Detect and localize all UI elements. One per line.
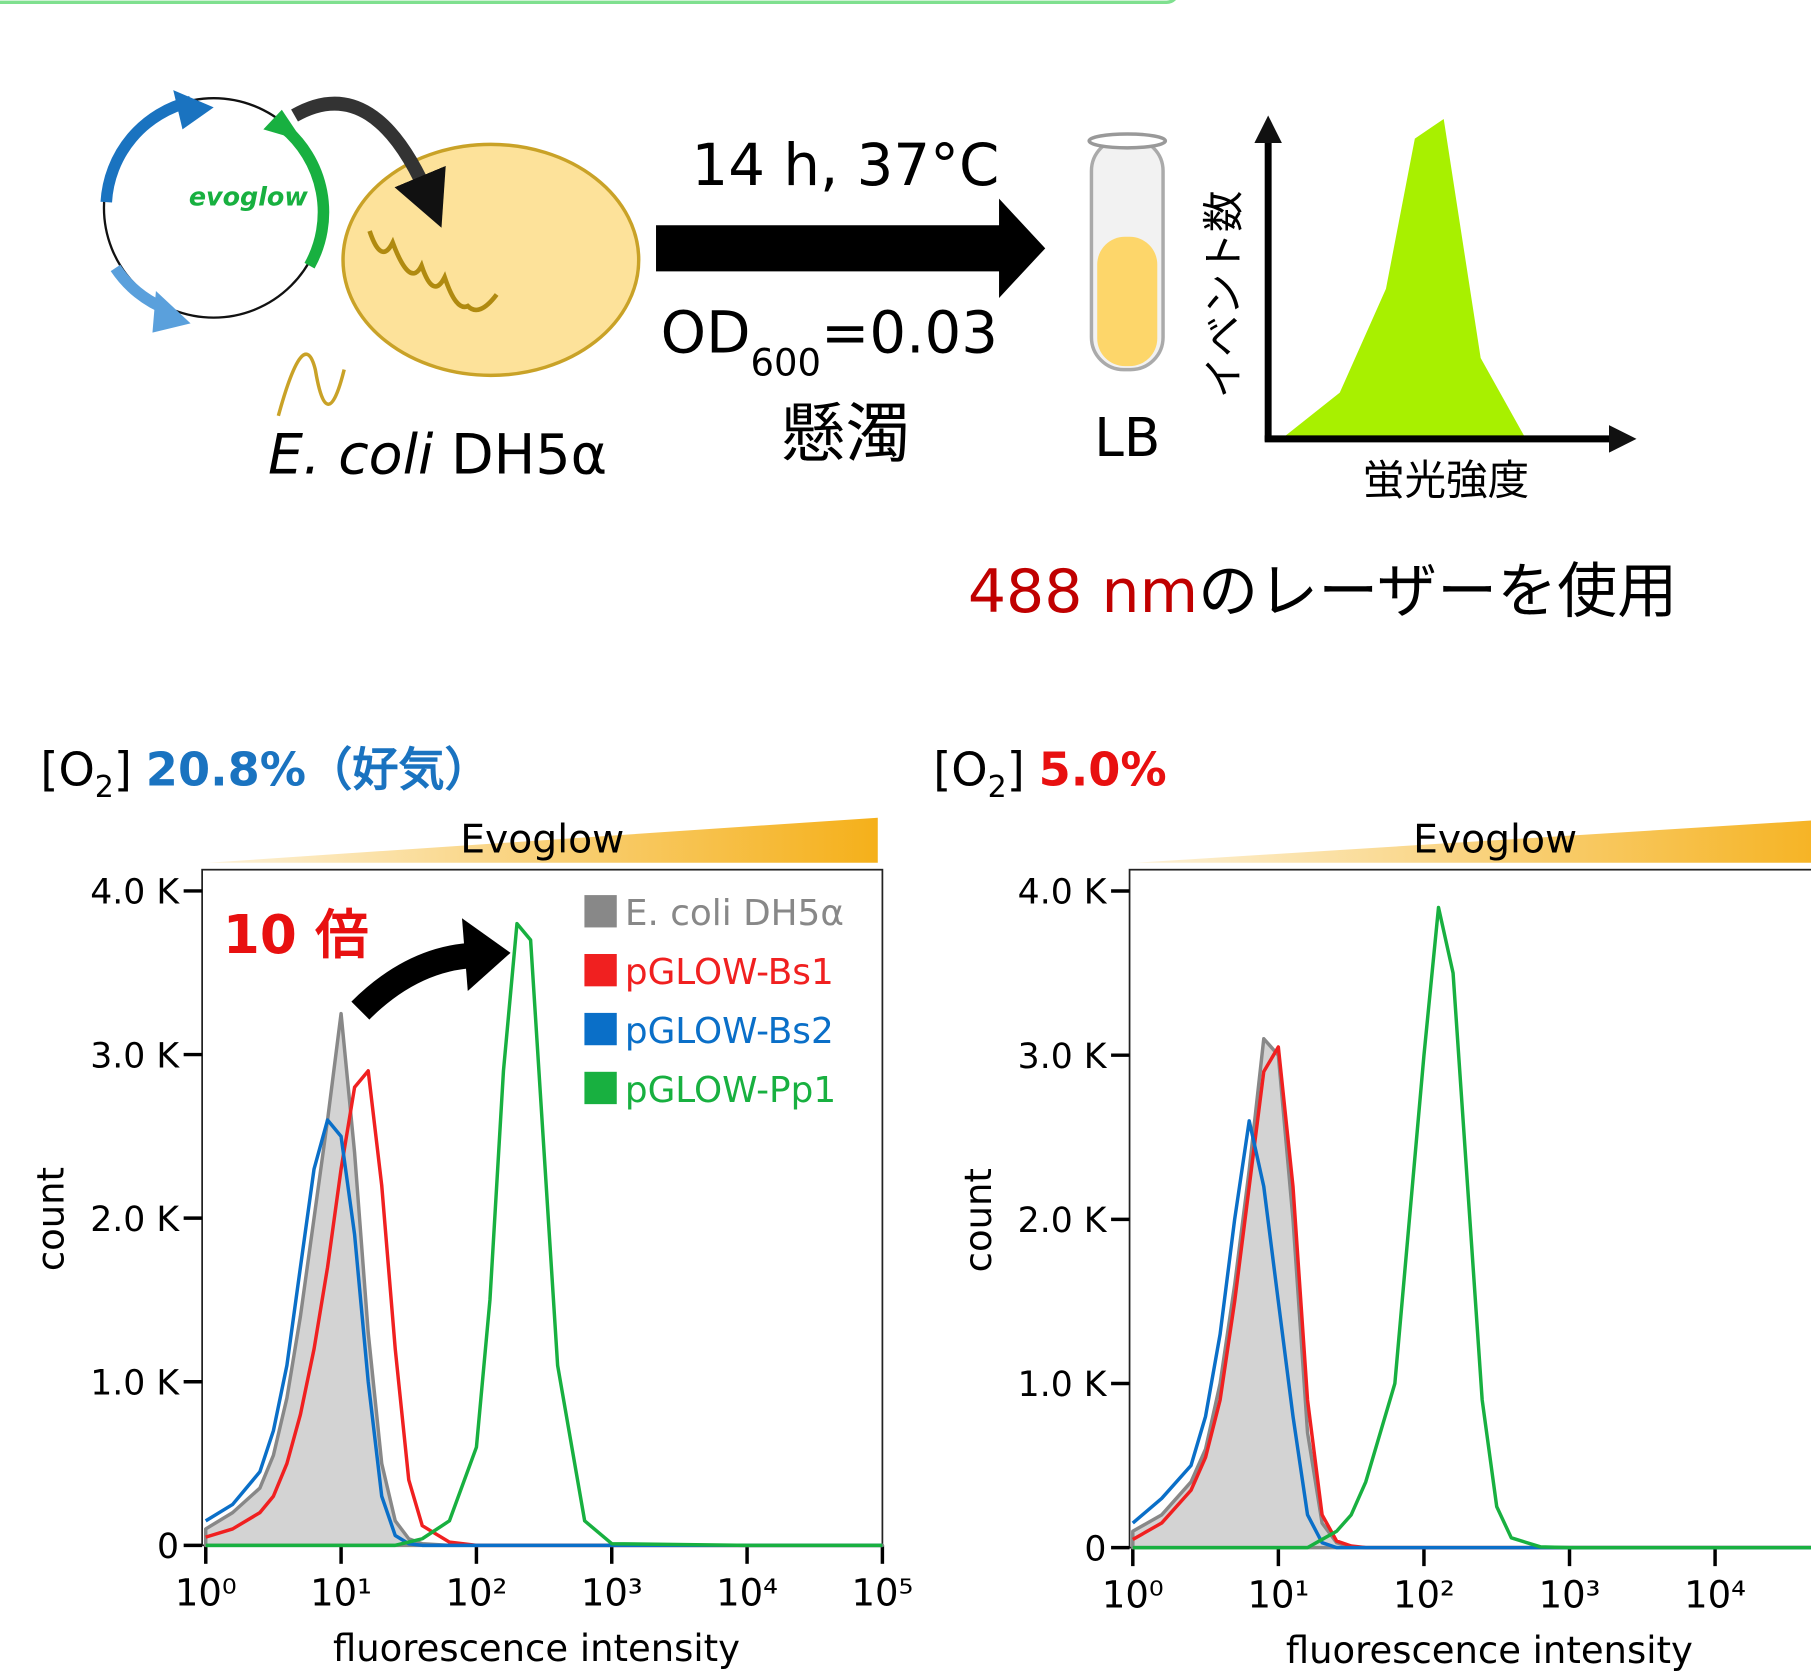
x-axis-label: fluorescence intensity	[333, 1627, 740, 1670]
x-tick-label: 10⁴	[716, 1571, 778, 1614]
title-value: 5.0%	[1039, 742, 1167, 796]
condition: 14 h, 37°C	[692, 131, 1000, 199]
top-frame	[0, 0, 1177, 5]
series-line	[205, 921, 883, 1548]
od-value: =0.03	[821, 298, 998, 366]
chart-title: [O2] 5.0%	[933, 742, 1166, 805]
x-tick-label: 10³	[581, 1571, 643, 1614]
band-label: Evoglow	[460, 817, 624, 862]
x-tick-label: 10⁰	[1102, 1574, 1164, 1617]
od-label: OD600=0.03	[661, 298, 998, 384]
y-axis-label: count	[30, 1167, 73, 1271]
strain-name: DH5α	[433, 424, 607, 488]
mini-y-label: イベント数	[1199, 191, 1248, 399]
x-tick-label: 10²	[446, 1571, 508, 1614]
title-sub: 2	[988, 770, 1007, 805]
y-axis-label: count	[957, 1168, 1000, 1272]
band-label: Evoglow	[1413, 817, 1577, 862]
x-tick-label: 10⁰	[175, 1571, 237, 1614]
suspend-label: 懸濁	[781, 397, 910, 472]
flagellum	[276, 352, 346, 417]
legend-swatch	[584, 1071, 617, 1105]
legend-label: pGLOW-Pp1	[625, 1070, 836, 1111]
y-tick-label: 4.0 K	[90, 873, 180, 913]
mini-histogram	[1254, 115, 1637, 453]
legend-label: E. coli DH5α	[625, 893, 844, 934]
y-tick-label: 0	[157, 1527, 179, 1567]
dna	[367, 230, 499, 313]
strain-genus: E. coli	[268, 424, 434, 488]
x-tick-label: 10³	[1539, 1574, 1601, 1617]
y-tick-label: 4.0 K	[1018, 873, 1108, 913]
x-tick-label: 10²	[1393, 1574, 1455, 1617]
x-tick-label: 10⁵	[851, 1571, 913, 1614]
x-axis-label: fluorescence intensity	[1286, 1629, 1693, 1672]
laser-rest: のレーザーを使用	[1198, 557, 1677, 627]
strain-label: E. coli DH5α	[268, 424, 607, 488]
y-tick-label: 1.0 K	[1018, 1365, 1108, 1405]
title-sub: 2	[95, 770, 114, 805]
chart-title: [O2] 20.8%（好気）	[40, 742, 490, 805]
title-suffix: ]	[114, 742, 132, 796]
title-prefix: [O	[933, 742, 987, 796]
series-line	[1132, 905, 1811, 1550]
insert-arrow	[291, 96, 446, 228]
y-tick-label: 2.0 K	[90, 1200, 180, 1240]
cell	[341, 142, 641, 378]
y-tick-label: 1.0 K	[90, 1363, 180, 1403]
medium-label: LB	[1094, 407, 1160, 469]
laser-highlight: 488 nm	[968, 557, 1198, 627]
plasmid-label: evoglow	[189, 182, 309, 212]
y-tick-label: 2.0 K	[1018, 1201, 1108, 1241]
annotation: 10 倍	[223, 904, 369, 966]
x-tick-label: 10⁴	[1684, 1574, 1746, 1617]
laser-note: 488 nmのレーザーを使用	[968, 557, 1677, 627]
legend-label: pGLOW-Bs2	[625, 1011, 834, 1052]
mini-x-label: 蛍光強度	[1363, 455, 1529, 504]
series-line	[1131, 1119, 1811, 1550]
process-arrow	[656, 198, 1046, 298]
x-tick-label: 10¹	[1247, 1574, 1309, 1617]
y-tick-label: 3.0 K	[90, 1036, 180, 1076]
od-main: OD	[661, 298, 751, 366]
x-tick-label: 10¹	[310, 1571, 372, 1614]
od-sub: 600	[751, 341, 822, 384]
shift-arrowhead	[461, 918, 511, 991]
plasmid	[100, 90, 330, 333]
tube	[1087, 132, 1168, 372]
title-suffix: ]	[1007, 742, 1025, 796]
title-value: 20.8%（好気）	[146, 742, 491, 796]
y-tick-label: 3.0 K	[1018, 1037, 1108, 1077]
y-tick-label: 0	[1084, 1529, 1106, 1569]
legend-label: pGLOW-Bs1	[625, 952, 834, 993]
legend-swatch	[584, 895, 617, 928]
legend-swatch	[584, 1012, 617, 1046]
title-prefix: [O	[40, 742, 94, 796]
legend-swatch	[584, 953, 617, 987]
